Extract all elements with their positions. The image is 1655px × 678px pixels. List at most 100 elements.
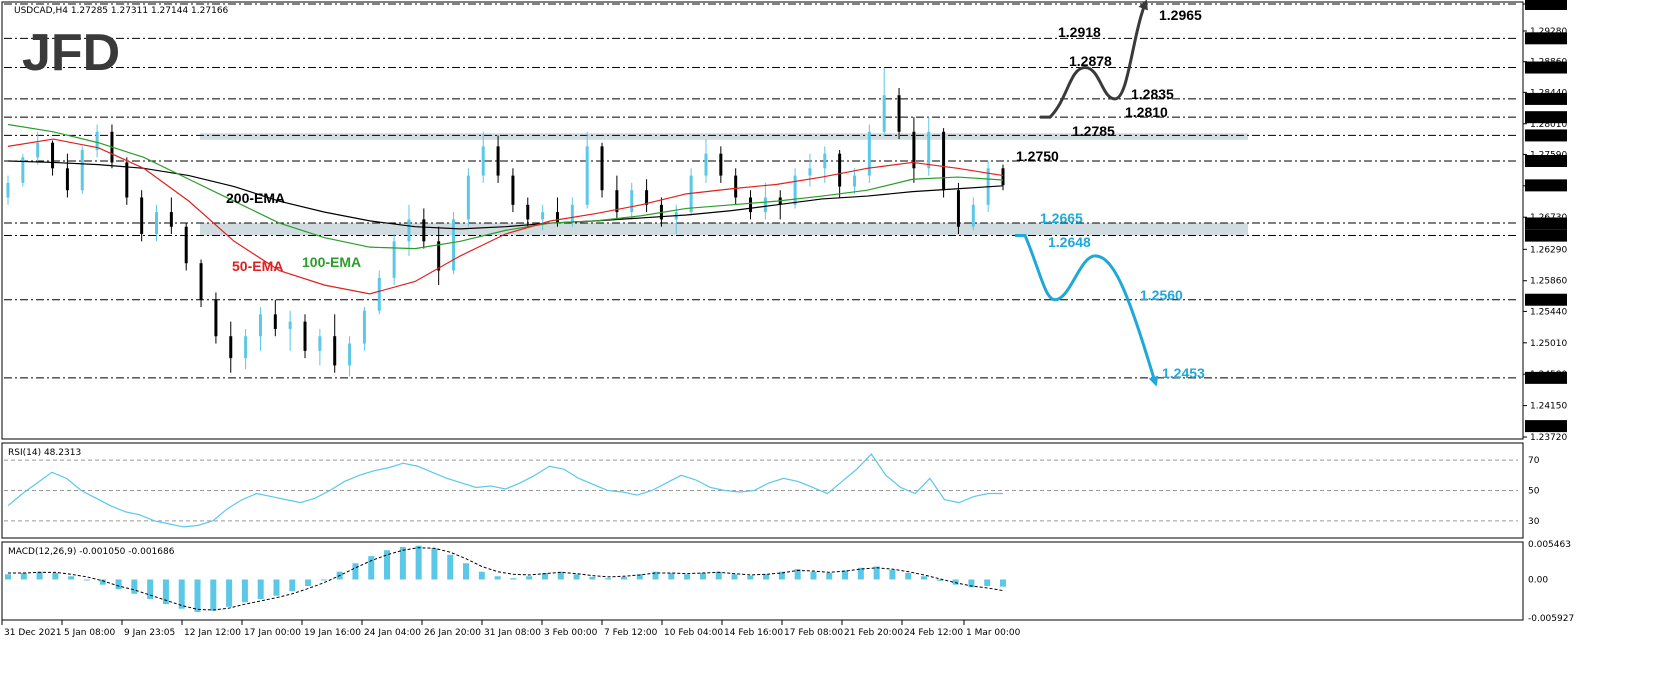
macd-histogram-bar xyxy=(620,576,627,580)
candle-up xyxy=(882,95,886,132)
macd-histogram-bar xyxy=(810,571,817,580)
time-tick-label: 31 Jan 08:00 xyxy=(484,628,541,638)
candle-up xyxy=(288,321,292,329)
time-tick-label: 12 Jan 12:00 xyxy=(184,628,241,638)
candle-up xyxy=(763,197,767,213)
candle-down xyxy=(615,190,619,213)
candle-down xyxy=(333,336,337,366)
macd-histogram-bar xyxy=(541,572,548,580)
time-axis: 31 Dec 2021 5 Jan 08:00 9 Jan 23:05 12 Jan … xyxy=(1,620,1021,638)
price-tag-bg xyxy=(1525,229,1567,242)
candle-up xyxy=(258,314,262,337)
price-tag-label: 1.29650 xyxy=(1528,0,1565,10)
price-tick-label: 1.28010 xyxy=(1530,120,1567,130)
macd-histogram-bar xyxy=(778,571,785,580)
candle-up xyxy=(80,150,84,191)
candle-up xyxy=(348,343,352,366)
macd-histogram-bar xyxy=(273,579,280,596)
macd-histogram-bar xyxy=(99,579,106,585)
price-tag-label: 1.29180 xyxy=(1528,34,1565,44)
macd-histogram-bar xyxy=(194,579,201,612)
time-tick-label: 1 Mar 00:00 xyxy=(966,628,1021,638)
candle-down xyxy=(496,146,500,176)
candle-down xyxy=(214,299,218,337)
price-tag-label: 1.26478 xyxy=(1528,232,1565,242)
candle-up xyxy=(808,168,812,176)
candle-down xyxy=(199,263,203,300)
price-tag-bg xyxy=(1525,0,1567,10)
candle-down xyxy=(749,197,753,213)
candle-down xyxy=(511,175,515,205)
macd-histogram-bar xyxy=(368,556,375,580)
macd-histogram-bar xyxy=(842,570,849,580)
macd-histogram-bar xyxy=(763,574,770,580)
candle-up xyxy=(244,336,248,359)
macd-histogram-bar xyxy=(636,574,643,580)
macd-histogram-bar xyxy=(36,571,43,580)
candle-down xyxy=(51,142,55,169)
price-axis: 1.296501.292801.288601.284401.280101.275… xyxy=(1523,0,1567,443)
candle-down xyxy=(526,204,530,220)
candle-up xyxy=(971,204,975,227)
time-tick-label: 3 Feb 00:00 xyxy=(544,628,598,638)
macd-label: MACD(12,26,9) -0.001050 -0.001686 xyxy=(8,547,175,557)
candle-up xyxy=(377,277,381,311)
price-tag-bg xyxy=(1525,179,1567,192)
macd-histogram-bar xyxy=(668,572,675,580)
level-label: 1.2665 xyxy=(1040,210,1083,226)
price-tick-label: 1.29280 xyxy=(1530,27,1567,37)
ema50-label: 50-EMA xyxy=(232,258,283,274)
price-tick-label: 1.25010 xyxy=(1530,339,1567,349)
candle-down xyxy=(956,190,960,227)
candle-up xyxy=(823,153,827,169)
ema-line-200-EMA xyxy=(7,160,1004,230)
ema-lines xyxy=(7,123,1004,295)
level-label: 1.2453 xyxy=(1162,365,1205,381)
price-tag-label: 1.28780 xyxy=(1528,64,1565,74)
macd-histogram-bar xyxy=(857,567,864,580)
level-label: 1.2785 xyxy=(1072,123,1115,139)
time-tick-label: 10 Feb 04:00 xyxy=(664,628,723,638)
macd-histogram-bar xyxy=(715,571,722,580)
level-label: 1.2560 xyxy=(1140,287,1183,303)
candle-down xyxy=(422,219,426,242)
level-label: 1.2878 xyxy=(1069,53,1112,69)
candle-down xyxy=(912,131,916,169)
candle-down xyxy=(125,162,129,198)
time-tick-label: 9 Jan 23:05 xyxy=(124,628,175,638)
macd-histogram-bar xyxy=(699,572,706,580)
macd-histogram-bar xyxy=(305,579,312,586)
candle-up xyxy=(392,241,396,278)
level-label: 1.2918 xyxy=(1058,24,1101,40)
time-tick-label: 19 Jan 16:00 xyxy=(304,628,361,638)
rsi-tick-label: 30 xyxy=(1528,517,1540,527)
macd-histogram-bar xyxy=(83,579,90,581)
macd-histogram-bar xyxy=(131,579,138,594)
macd-histogram-bar xyxy=(652,571,659,580)
macd-histogram-bar xyxy=(747,575,754,580)
resistance-zone xyxy=(200,133,1248,140)
macd-histogram-bar xyxy=(1000,579,1006,587)
candle-up xyxy=(95,131,99,151)
time-tick-label: 17 Feb 08:00 xyxy=(784,628,843,638)
candle-up xyxy=(927,131,931,169)
price-tag-label: 1.27850 xyxy=(1528,131,1565,141)
time-tick-label: 31 Dec 2021 xyxy=(4,628,62,638)
macd-histogram-bar xyxy=(5,574,11,580)
candle-up xyxy=(630,190,634,213)
rsi-tick-label: 70 xyxy=(1528,456,1540,466)
symbol-info: USDCAD,H4 1.27285 1.27311 1.27144 1.2716… xyxy=(14,6,229,16)
macd-histogram-bar xyxy=(968,579,975,588)
macd-histogram-bar xyxy=(463,563,470,580)
macd-signal-line xyxy=(8,547,1004,611)
macd-histogram-bar xyxy=(921,576,928,580)
candles xyxy=(6,67,1005,377)
macd-histogram-bar xyxy=(873,566,880,580)
macd-histogram-bar xyxy=(20,572,27,580)
macd-histogram-bar xyxy=(889,569,896,580)
price-tick-label: 1.23720 xyxy=(1530,433,1567,443)
candle-down xyxy=(897,95,901,132)
sr-zones xyxy=(200,133,1248,236)
candle-up xyxy=(466,175,470,220)
